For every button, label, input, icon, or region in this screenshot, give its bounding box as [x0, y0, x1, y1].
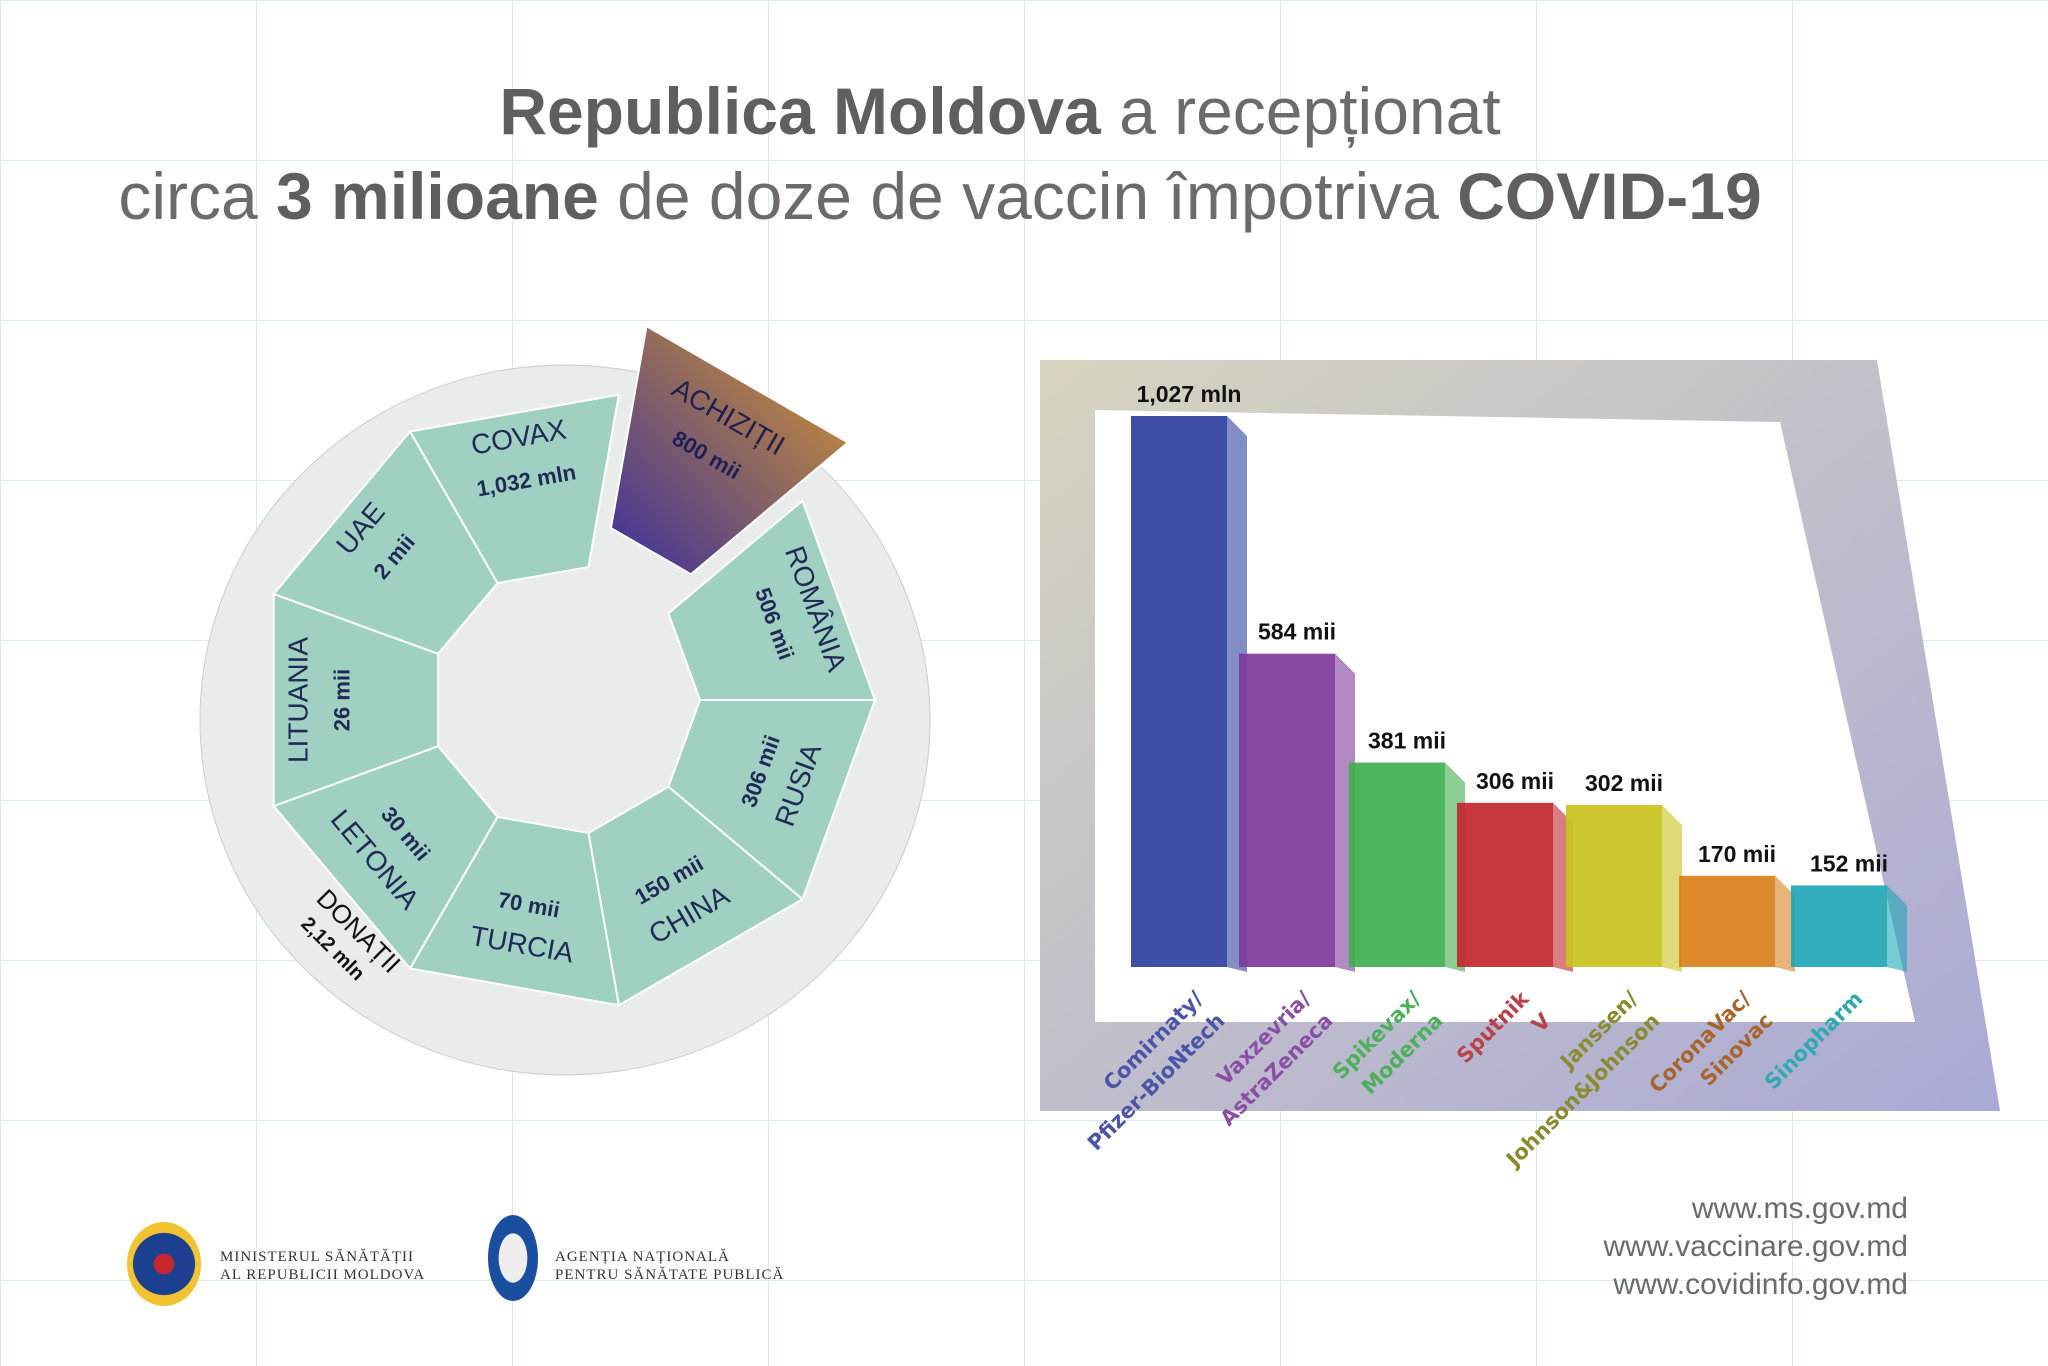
title-bold: 3 milioane — [276, 159, 599, 233]
title-text: a recepționat — [1100, 74, 1501, 148]
bar-value-label: 170 mii — [1698, 841, 1776, 867]
agency-logo — [488, 1215, 538, 1301]
ministry-name: MINISTERUL SĂNĂTĂȚII AL REPUBLICII MOLDOV… — [220, 1248, 425, 1284]
ministry-logo — [127, 1222, 201, 1306]
bar — [1239, 653, 1335, 967]
bar-value-label: 306 mii — [1476, 768, 1554, 794]
bar — [1679, 875, 1775, 967]
bar — [1791, 885, 1887, 967]
agency-line: PENTRU SĂNĂTATE PUBLICĂ — [555, 1267, 785, 1283]
bar-value-label: 302 mii — [1585, 770, 1663, 796]
title-bold: Republica Moldova — [499, 74, 1101, 148]
title-text: circa — [118, 159, 277, 233]
url-link[interactable]: www.covidinfo.gov.md — [1613, 1268, 1908, 1301]
segment-name: LITUANIA — [283, 637, 314, 763]
segment-value: 26 mii — [330, 669, 355, 731]
bar — [1131, 416, 1227, 967]
bar — [1457, 802, 1553, 967]
bar — [1349, 762, 1445, 967]
donut-segment — [609, 324, 850, 576]
bar-side — [1775, 875, 1795, 972]
urls: www.ms.gov.md www.vaccinare.gov.md www.c… — [1603, 1190, 1908, 1304]
bar-value-label: 381 mii — [1368, 728, 1446, 754]
title-line-2: circa 3 milioane de doze de vaccin împot… — [0, 163, 1900, 229]
title-bold: COVID-19 — [1457, 159, 1762, 233]
title-text: de doze de vaccin împotriva — [598, 159, 1458, 233]
bar-side — [1662, 804, 1682, 972]
bar-value-label: 584 mii — [1258, 619, 1336, 645]
agency-name: AGENȚIA NAȚIONALĂ PENTRU SĂNĂTATE PUBLICĂ — [555, 1248, 784, 1284]
bar — [1566, 804, 1662, 967]
url-link[interactable]: www.vaccinare.gov.md — [1603, 1230, 1908, 1263]
title-line-1: Republica Moldova a recepționat — [40, 78, 1960, 144]
bar-side — [1887, 885, 1907, 972]
ministry-line: AL REPUBLICII MOLDOVA — [220, 1267, 426, 1283]
ministry-line: MINISTERUL SĂNĂTĂȚII — [220, 1249, 415, 1265]
donut-segment — [272, 429, 499, 656]
bar-value-label: 152 mii — [1810, 850, 1888, 876]
bar-value-label: 1,027 mln — [1137, 381, 1242, 407]
url-link[interactable]: www.ms.gov.md — [1691, 1192, 1908, 1225]
agency-line: AGENȚIA NAȚIONALĂ — [555, 1249, 730, 1265]
